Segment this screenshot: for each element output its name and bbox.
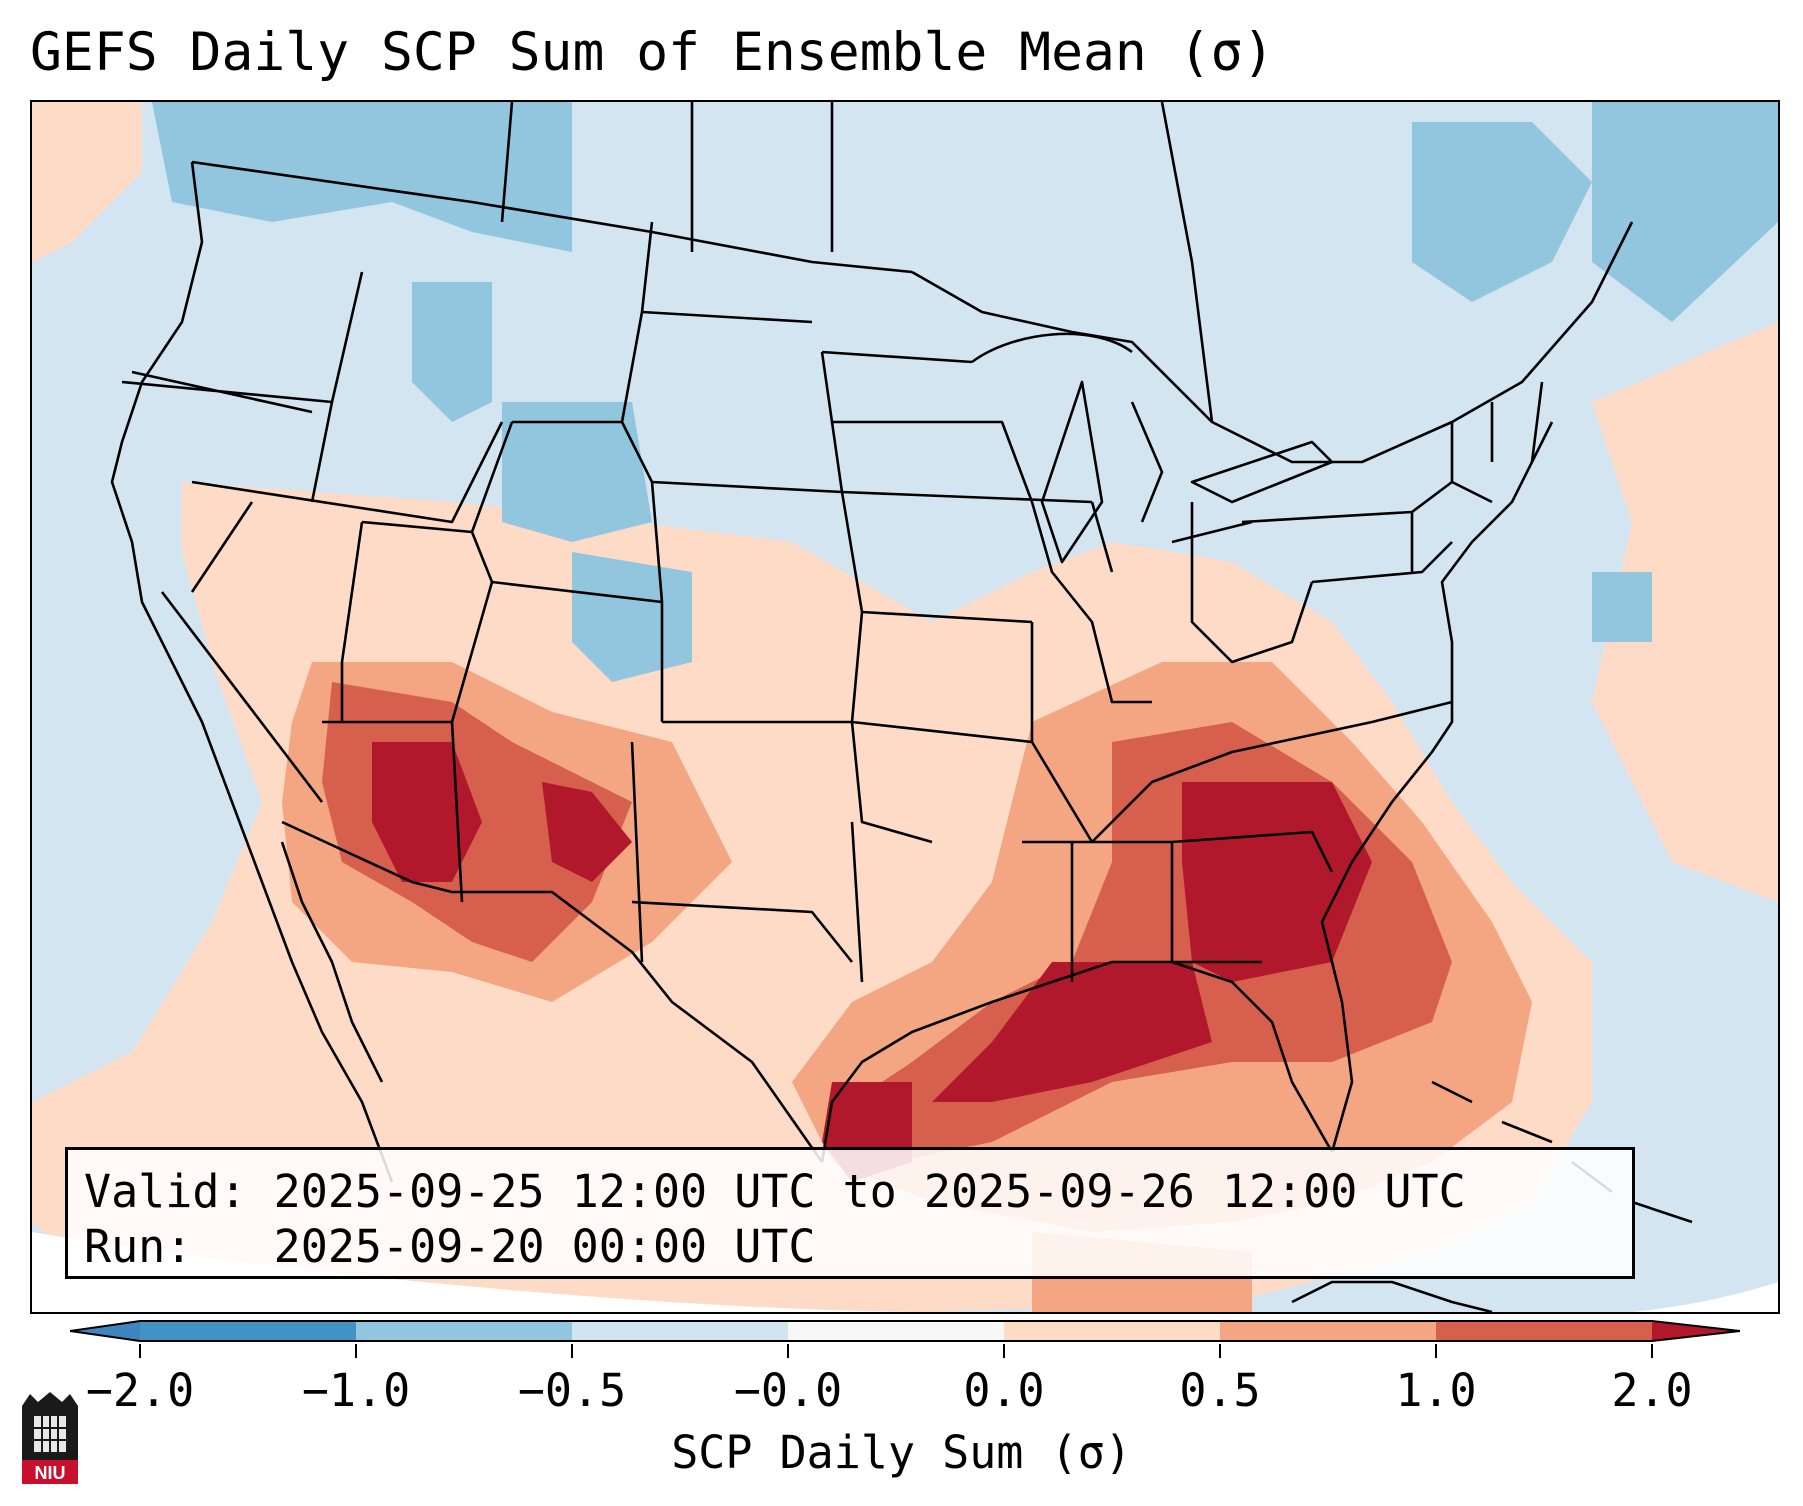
colorbar-tick [787, 1344, 789, 1358]
colorbar-tick [355, 1344, 357, 1358]
state-lines-midwest [1030, 480, 1453, 704]
anomaly-negative-northeast [1412, 122, 1592, 302]
border-canada-east [911, 221, 1634, 464]
projection-edge-bottom-right [1632, 1282, 1778, 1312]
anomaly-negative-wyoming [502, 402, 652, 542]
colorbar-tick [571, 1344, 573, 1358]
colorbar-segment-6 [1220, 1321, 1436, 1341]
colorbar-label: SCP Daily Sum (σ) [671, 1426, 1132, 1479]
colorbar-under-extension [70, 1321, 140, 1341]
anomaly-field [32, 102, 1778, 1312]
colorbar-segment-1 [140, 1321, 356, 1341]
state-lines-northeast [1450, 381, 1544, 504]
colorbar-tick-label: 0.0 [963, 1364, 1045, 1417]
colorbar-tick-label: −0.0 [733, 1364, 843, 1417]
colorbar-tick [1435, 1344, 1437, 1358]
anomaly-negative-northwest [152, 102, 572, 252]
colorbar-segment-5 [1004, 1321, 1220, 1341]
colorbar-outline [70, 1320, 1740, 1342]
anomaly-negative-virginia-coast [1592, 572, 1652, 642]
colorbar-over-extension [1652, 1321, 1740, 1341]
anomaly-negative-idaho [412, 282, 492, 422]
colorbar-tick-label: −0.5 [517, 1364, 627, 1417]
colorbar-segment-3 [572, 1321, 788, 1341]
anomaly-light-positive-nw [32, 102, 142, 262]
anomaly-extreme-positive-gulf [932, 962, 1212, 1102]
state-lines-south [630, 700, 1453, 983]
border-mexico [281, 820, 824, 1163]
coastline-baja [280, 841, 384, 1083]
state-lines-plains [662, 350, 1093, 844]
niu-logo-text: NIU [35, 1463, 66, 1483]
colorbar-tick [1651, 1344, 1653, 1358]
colorbar-tick-label: −1.0 [301, 1364, 411, 1417]
colorbar-tick [139, 1344, 141, 1358]
coastline-west [110, 161, 394, 1183]
boundaries [110, 102, 1693, 1312]
colorbar-tick-label: 2.0 [1611, 1364, 1693, 1417]
colorbar-segment-4 [788, 1321, 1004, 1341]
colorbar-segment-2 [356, 1321, 572, 1341]
run-time-text: Run: 2025-09-20 00:00 UTC [84, 1220, 816, 1273]
anomaly-light-positive-east [1592, 322, 1778, 902]
coastline-gulf [820, 960, 1334, 1163]
colorbar [70, 1320, 1740, 1342]
cuba [1291, 1280, 1493, 1312]
valid-run-info-box: Valid: 2025-09-25 12:00 UTC to 2025-09-2… [65, 1147, 1635, 1279]
colorbar-tick-label: 1.0 [1395, 1364, 1477, 1417]
colorbar-segment-7 [1436, 1321, 1652, 1341]
coastline-east [1320, 421, 1554, 1153]
great-lakes [971, 332, 1334, 564]
border-canada-provinces [500, 102, 1214, 423]
map-panel [30, 100, 1780, 1314]
anomaly-extreme-positive-new-mexico [542, 782, 632, 882]
colorbar-tick-label: −2.0 [85, 1364, 195, 1417]
map-canvas [32, 102, 1778, 1312]
colorbar-tick-label: 0.5 [1179, 1364, 1261, 1417]
colorbar-tick [1003, 1344, 1005, 1358]
anomaly-negative-maritime [1592, 102, 1778, 322]
niu-logo: NIU [22, 1392, 78, 1484]
valid-time-text: Valid: 2025-09-25 12:00 UTC to 2025-09-2… [84, 1165, 1466, 1218]
colorbar-tick [1219, 1344, 1221, 1358]
colorbar-ticks: −2.0 −1.0 −0.5 −0.0 0.0 0.5 1.0 2.0 [0, 1344, 1803, 1417]
projection-edge-bottom [32, 1232, 932, 1312]
caribbean-islands [1431, 1080, 1693, 1224]
map-title: GEFS Daily SCP Sum of Ensemble Mean (σ) [30, 22, 1275, 83]
